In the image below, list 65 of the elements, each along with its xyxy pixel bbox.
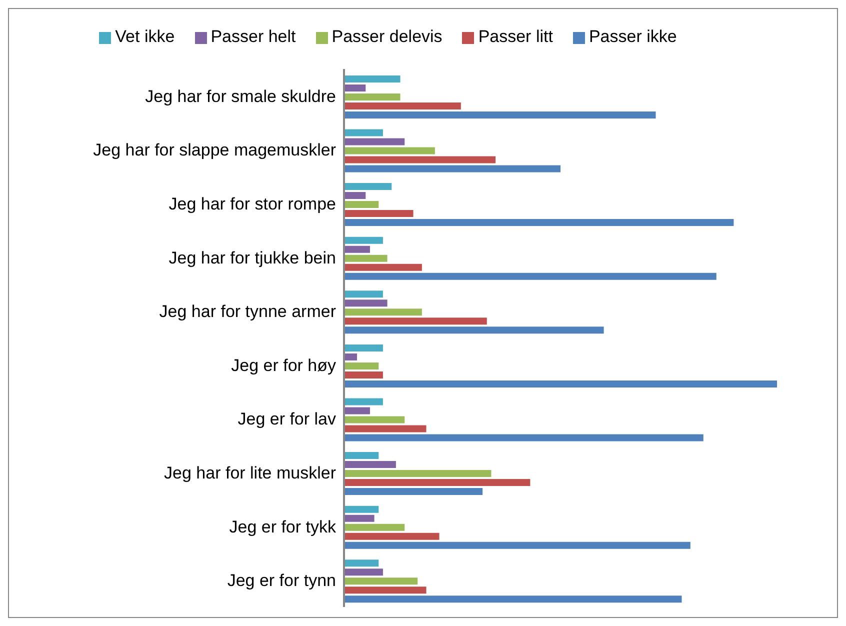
bar	[344, 488, 483, 496]
bar	[344, 362, 379, 370]
bar	[344, 353, 357, 360]
bar	[344, 183, 392, 190]
y-tick-label: Jeg er for lav	[238, 410, 336, 429]
bar	[344, 380, 777, 388]
bar	[344, 344, 383, 352]
y-tick-label: Jeg har for tjukke bein	[168, 248, 336, 268]
bar	[344, 586, 426, 594]
bar	[344, 165, 560, 172]
bar	[344, 129, 383, 136]
bar	[344, 596, 682, 603]
bar	[344, 532, 440, 540]
legend-label: Passer litt	[478, 27, 553, 46]
bar	[344, 568, 383, 576]
bar	[344, 192, 366, 200]
bar	[344, 254, 388, 262]
legend-label: Passer delevis	[332, 27, 442, 46]
bar	[344, 479, 530, 486]
bar	[344, 272, 716, 280]
bar	[344, 514, 374, 522]
bar	[344, 210, 414, 218]
y-tick-label: Jeg er for tynn	[227, 571, 336, 590]
bar	[344, 407, 370, 414]
bar	[344, 425, 426, 432]
bar	[344, 219, 734, 226]
y-tick-label: Jeg har for stor rompe	[168, 194, 336, 214]
bar	[344, 93, 400, 100]
y-tick-label: Jeg har for tynne armer	[159, 302, 336, 322]
bar	[344, 398, 383, 406]
bar	[344, 326, 604, 334]
bar	[344, 318, 487, 325]
bar	[344, 75, 400, 82]
bar	[344, 102, 461, 110]
bar	[344, 524, 405, 531]
bar	[344, 300, 388, 307]
y-tick-label: Jeg har for smale skuldre	[145, 86, 336, 106]
y-tick-label: Jeg har for lite muskler	[164, 464, 336, 483]
legend-label: Passer helt	[210, 27, 296, 46]
y-tick-label: Jeg er for høy	[231, 356, 336, 375]
bar	[344, 264, 422, 271]
bar	[344, 236, 383, 244]
bar	[344, 201, 379, 208]
bar	[344, 461, 396, 468]
bar	[344, 542, 690, 549]
bar	[344, 506, 379, 513]
bar	[344, 434, 704, 442]
bar	[344, 147, 435, 154]
bar	[344, 578, 418, 585]
legend-label: Passer ikke	[588, 27, 677, 46]
bar	[344, 560, 379, 567]
bar	[344, 452, 379, 460]
bar	[344, 290, 383, 298]
y-tick-label: Jeg er for tykk	[229, 517, 336, 536]
bar	[344, 308, 422, 316]
bar	[344, 138, 405, 146]
bar	[344, 156, 496, 164]
bar	[344, 416, 405, 424]
bar	[344, 111, 656, 118]
bar	[344, 84, 366, 92]
y-tick-label: Jeg har for slappe magemuskler	[93, 140, 336, 160]
bar	[344, 371, 383, 378]
legend-label: Vet ikke	[115, 27, 175, 46]
bar	[344, 246, 370, 253]
bar	[344, 470, 492, 478]
